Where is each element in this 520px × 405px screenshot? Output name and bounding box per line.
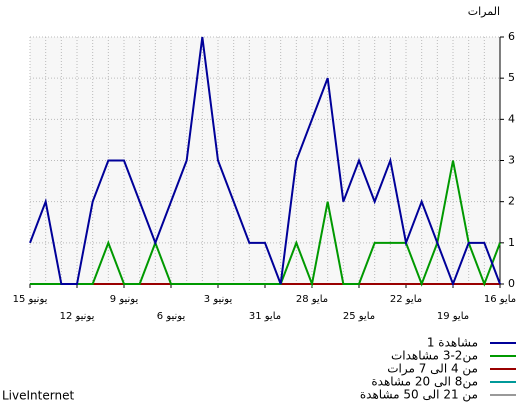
footer: LiveInternet (2, 389, 74, 403)
x-tick-label: 15 يونيو (13, 294, 48, 305)
legend-label: من 4 الى 7 مرات (387, 362, 478, 377)
y-tick-label: 1 (508, 236, 515, 249)
y-tick-label: 4 (508, 112, 515, 125)
y-tick-label: 5 (508, 71, 515, 84)
legend-label: من8 الى 20 مشاهدة (371, 375, 478, 390)
y-tick-label: 0 (508, 277, 515, 290)
legend-label: من2-3 مشاهدات (391, 349, 478, 364)
x-tick-label: 31 مايو (249, 311, 281, 322)
x-tick-label: 12 يونيو (60, 311, 95, 322)
x-tick-label: 3 يونيو (204, 294, 233, 305)
x-tick-label: 28 مايو (296, 294, 328, 305)
x-tick-label: 9 يونيو (110, 294, 139, 305)
series-line (30, 160, 501, 288)
x-tick-label: 22 مايو (390, 294, 422, 305)
x-tick-label: 6 يونيو (157, 311, 186, 322)
x-tick-label: 25 مايو (343, 311, 375, 322)
legend-label: من 21 الى 50 مشاهدة (360, 388, 478, 403)
y-tick-label: 2 (508, 195, 515, 208)
chart-title: المرات (468, 5, 500, 18)
x-tick-label: 19 مايو (437, 311, 469, 322)
y-tick-label: 3 (508, 154, 515, 167)
series-line (29, 36, 501, 287)
y-tick-label: 6 (508, 30, 515, 43)
x-tick-label: 16 مايو (484, 294, 516, 305)
legend-label: 1 مشاهدة (427, 336, 478, 350)
